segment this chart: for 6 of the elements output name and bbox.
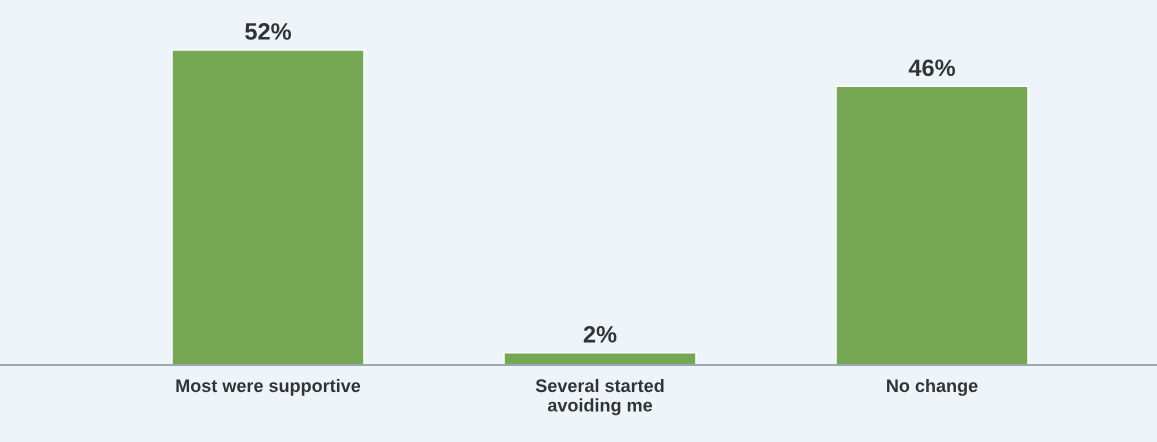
x-tick-label: Several started avoiding me: [535, 378, 664, 416]
x-tick-label: Most were supportive: [176, 378, 361, 396]
data-label: 52%: [245, 23, 292, 40]
data-label: 2%: [583, 325, 617, 343]
x-tick-label: No change: [887, 378, 978, 396]
data-label: 46%: [908, 59, 956, 77]
